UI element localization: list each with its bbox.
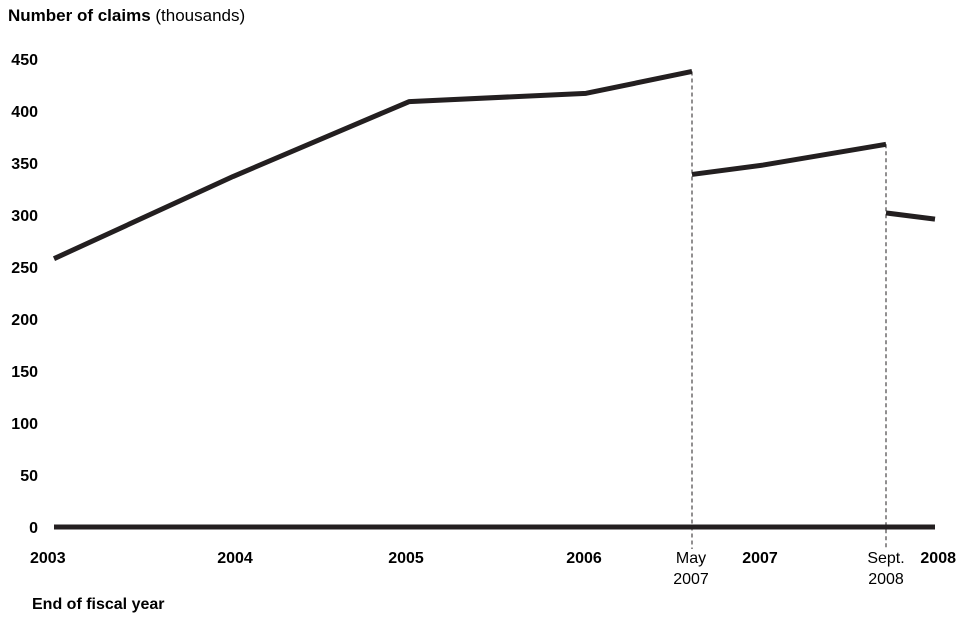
series-line-1 bbox=[52, 69, 693, 261]
y-tick-label: 100 bbox=[11, 416, 38, 433]
x-axis-title: End of fiscal year bbox=[32, 596, 165, 613]
series-line-2 bbox=[691, 141, 887, 177]
y-tick-label: 200 bbox=[11, 312, 38, 329]
y-axis-title-unit: (thousands) bbox=[155, 6, 246, 25]
x-tick-label: 2004 bbox=[217, 550, 253, 567]
x-tick-label-line2: 2008 bbox=[868, 571, 904, 588]
x-tick-label: 2008 bbox=[920, 550, 956, 567]
x-tick-label: 2007 bbox=[742, 550, 778, 567]
y-tick-label: 150 bbox=[11, 364, 38, 381]
x-tick-label: 2005 bbox=[388, 550, 424, 567]
y-axis-title-main: Number of claims bbox=[8, 6, 151, 25]
y-tick-label: 300 bbox=[11, 208, 38, 225]
x-tick-label: Sept. bbox=[867, 550, 904, 567]
series-line-3 bbox=[885, 210, 936, 222]
y-tick-label: 250 bbox=[11, 260, 38, 277]
y-tick-label: 450 bbox=[11, 52, 38, 69]
y-tick-label: 400 bbox=[11, 104, 38, 121]
y-tick-label: 350 bbox=[11, 156, 38, 173]
x-tick-label: 2003 bbox=[30, 550, 66, 567]
y-tick-label: 0 bbox=[29, 520, 38, 537]
x-tick-label: May bbox=[676, 550, 706, 567]
x-tick-label-line2: 2007 bbox=[673, 571, 709, 588]
y-tick-label: 50 bbox=[20, 468, 38, 485]
x-tick-label: 2006 bbox=[566, 550, 602, 567]
y-axis-title: Number of claims (thousands) bbox=[8, 6, 245, 26]
